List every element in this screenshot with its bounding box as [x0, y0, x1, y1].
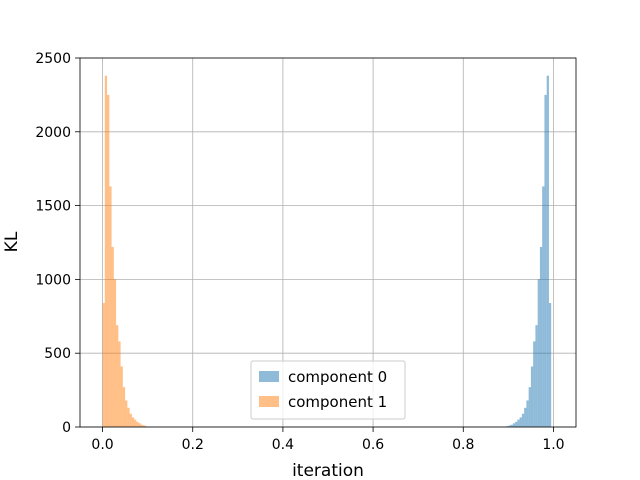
legend-label: component 0: [288, 368, 387, 386]
histogram-bar-component-1: [143, 425, 146, 427]
histogram-bar-component-1: [140, 424, 144, 427]
histogram-bar-component-1: [107, 94, 110, 428]
histogram-bar-component-0: [548, 303, 552, 427]
histogram-bar-component-0: [512, 423, 516, 427]
histogram-bar-component-1: [134, 419, 137, 427]
x-tick-label: 0.6: [362, 437, 384, 453]
y-tick-label: 1000: [35, 272, 71, 288]
y-tick-label: 2000: [35, 125, 71, 141]
histogram-bar-component-0: [515, 421, 518, 427]
histogram-bars: [102, 75, 552, 428]
histogram-bar-component-1: [109, 186, 112, 427]
histogram-bar-component-0: [544, 94, 547, 428]
legend-label: component 1: [288, 393, 387, 411]
histogram-bar-component-0: [528, 387, 531, 427]
y-axis: 0 500 1000 1500 2000 2500: [35, 51, 80, 436]
histogram-bar-component-0: [508, 425, 511, 427]
histogram-bar-component-0: [517, 419, 520, 427]
legend-swatch: [259, 371, 279, 382]
histogram-bar-component-0: [521, 413, 525, 427]
histogram-bar-component-1: [131, 417, 135, 427]
y-axis-title: KL: [2, 231, 22, 252]
histogram-bar-component-1: [118, 341, 121, 427]
y-tick-label: 1500: [35, 199, 71, 215]
histogram-bar-component-1: [102, 303, 105, 427]
histogram-bar-component-0: [519, 417, 522, 427]
histogram-bar-component-1: [113, 279, 117, 427]
histogram-bar-component-1: [111, 246, 114, 427]
x-tick-label: 0.0: [91, 437, 113, 453]
histogram-bar-component-0: [530, 366, 534, 427]
histogram-bar-component-1: [116, 325, 119, 427]
histogram-bar-component-0: [510, 424, 513, 427]
x-tick-label: 0.8: [452, 437, 474, 453]
grid: [80, 57, 576, 428]
legend-box: [250, 360, 406, 420]
x-tick-label: 0.4: [272, 437, 294, 453]
histogram-bar-component-0: [537, 279, 540, 427]
histogram-bar-component-1: [125, 400, 128, 427]
histogram-bar-component-0: [539, 246, 543, 427]
histogram-bar-component-1: [136, 421, 139, 427]
legend-swatch: [259, 396, 279, 407]
x-axis-title: iteration: [292, 461, 364, 480]
y-tick-label: 0: [62, 420, 71, 436]
histogram-bar-component-0: [546, 75, 549, 427]
histogram-bar-component-0: [524, 407, 527, 427]
histogram-bar-component-1: [138, 423, 141, 427]
histogram-bar-component-0: [533, 341, 536, 427]
x-axis: 0.0 0.2 0.4 0.6 0.8 1.0: [91, 427, 565, 453]
histogram-bar-component-0: [526, 400, 529, 427]
histogram-bar-component-0: [542, 186, 545, 427]
legend: component 0 component 1: [250, 360, 406, 420]
histogram-bar-component-1: [104, 75, 108, 427]
plot-frame: [79, 57, 577, 428]
y-tick-label: 500: [44, 346, 71, 362]
histogram-bar-component-1: [120, 366, 123, 427]
x-tick-label: 1.0: [542, 437, 564, 453]
histogram-bar-component-1: [127, 407, 130, 427]
histogram-bar-component-1: [129, 413, 132, 427]
histogram-bar-component-1: [122, 387, 126, 427]
histogram-bar-component-0: [535, 325, 538, 427]
x-tick-label: 0.2: [182, 437, 204, 453]
y-tick-label: 2500: [35, 51, 71, 67]
